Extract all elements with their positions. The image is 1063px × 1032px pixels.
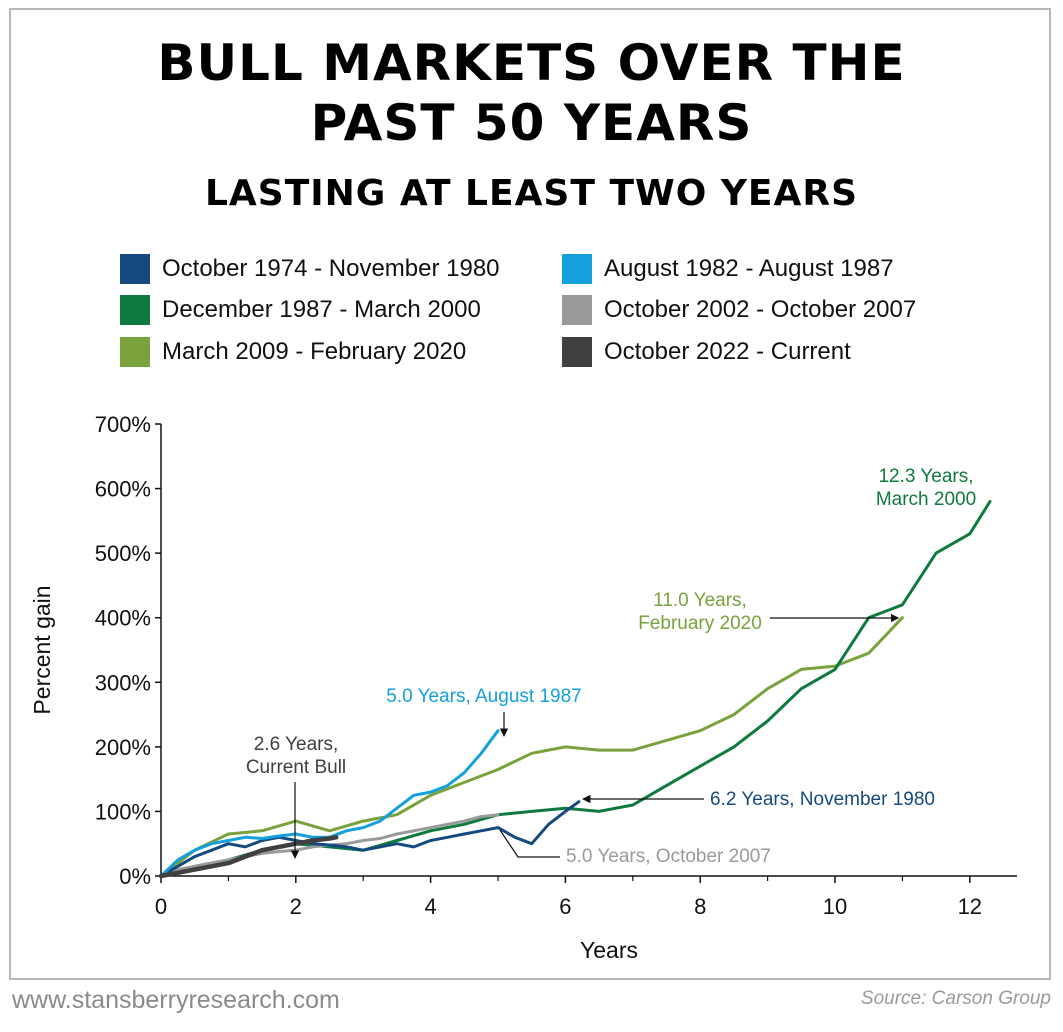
annotation-label: 2.6 Years,: [254, 734, 339, 755]
chart-frame: [9, 8, 1051, 980]
y-tick-label: 400%: [95, 606, 151, 631]
legend-item: October 2022 - Current: [562, 335, 851, 369]
legend-label: October 1974 - November 1980: [162, 255, 500, 282]
annotation-label: February 2020: [638, 613, 762, 634]
x-tick-label: 10: [823, 894, 847, 919]
x-tick-label: 2: [290, 894, 302, 919]
x-tick-label: 4: [424, 894, 436, 919]
y-tick-label: 600%: [95, 477, 151, 502]
footer-source: Source: Carson Group: [860, 988, 1051, 1009]
annotation-label: Current Bull: [246, 757, 346, 778]
legend-swatch: [120, 254, 150, 284]
legend-swatch: [562, 337, 592, 367]
y-tick-label: 0%: [119, 864, 151, 889]
legend-label: March 2009 - February 2020: [162, 338, 467, 365]
y-tick-label: 700%: [95, 412, 151, 437]
x-tick-label: 0: [155, 894, 167, 919]
x-axis-title: Years: [580, 937, 638, 963]
y-axis-title: Percent gain: [29, 585, 55, 714]
legend-swatch: [562, 295, 592, 325]
y-tick-label: 500%: [95, 541, 151, 566]
annotation-label: 5.0 Years, October 2007: [566, 846, 771, 867]
legend-label: August 1982 - August 1987: [604, 255, 894, 282]
x-tick-label: 12: [958, 894, 982, 919]
footer-website: www.stansberryresearch.com: [12, 986, 340, 1014]
legend-label: October 2002 - October 2007: [604, 296, 917, 323]
legend-swatch: [120, 295, 150, 325]
x-tick-label: 6: [559, 894, 571, 919]
series-line-0: [159, 800, 581, 878]
annotation-label: 5.0 Years, August 1987: [386, 686, 581, 707]
annotation-label: 12.3 Years,: [878, 466, 973, 487]
legend-swatch: [120, 337, 150, 367]
legend-item: October 1974 - November 1980: [120, 252, 500, 286]
x-tick-label: 8: [694, 894, 706, 919]
legend-item: October 2002 - October 2007: [562, 293, 916, 327]
chart-title-line2: PAST 50 YEARS: [310, 94, 753, 152]
y-tick-label: 100%: [95, 799, 151, 824]
legend-label: December 1987 - March 2000: [162, 296, 481, 323]
legend-item: December 1987 - March 2000: [120, 293, 481, 327]
annotation-arrow: [499, 829, 560, 858]
chart-title-line1: BULL MARKETS OVER THE: [157, 34, 906, 92]
legend-item: August 1982 - August 1987: [562, 252, 894, 286]
series-line-5: [158, 835, 339, 879]
annotation-label: 11.0 Years,: [653, 590, 747, 611]
annotation-label: 6.2 Years, November 1980: [710, 789, 935, 810]
series-line-4: [159, 616, 904, 878]
y-tick-label: 200%: [95, 735, 151, 760]
legend-label: October 2022 - Current: [604, 338, 851, 365]
annotation-label: March 2000: [876, 489, 976, 510]
chart-subtitle: LASTING AT LEAST TWO YEARS: [204, 173, 859, 214]
y-tick-label: 300%: [95, 670, 151, 695]
legend-swatch: [562, 254, 592, 284]
legend-item: March 2009 - February 2020: [120, 335, 466, 369]
